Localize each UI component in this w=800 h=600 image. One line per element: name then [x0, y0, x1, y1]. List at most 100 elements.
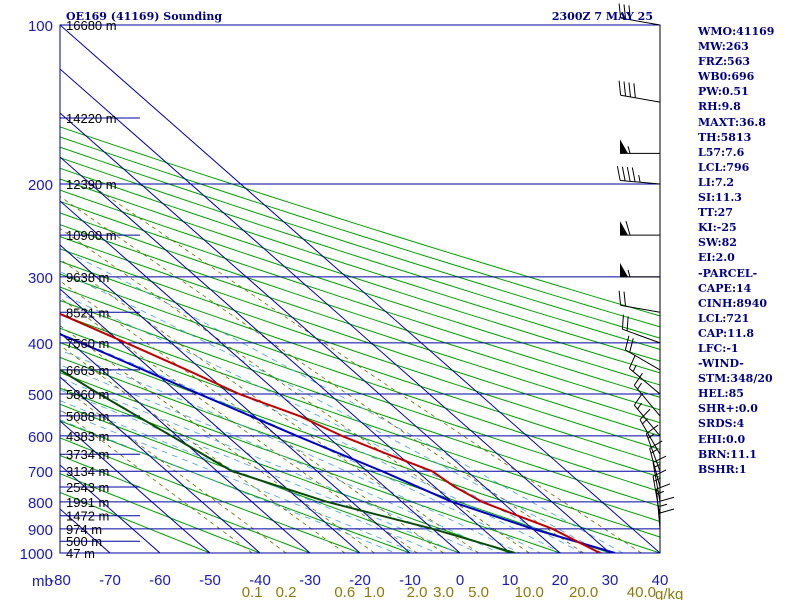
index-item: SHR+:0.0 [698, 402, 758, 416]
dry-adiabat-line [60, 356, 612, 553]
dry-adiabat-line [60, 136, 660, 328]
index-item: RH:9.8 [698, 100, 741, 114]
dry-adiabat-line [60, 126, 660, 317]
wind-barb [633, 372, 661, 417]
wind-barb [652, 469, 667, 516]
temperature-tick-label: 20 [552, 572, 569, 589]
mixing-ratio-tick-label: 0.6 [334, 584, 355, 600]
wind-barbs [616, 3, 675, 553]
height-label: 14220 m [66, 111, 117, 126]
mixing-ratio-tick-label: 40.0 [627, 584, 656, 600]
dry-adiabat-line [60, 420, 412, 553]
pressure-tick-label: 500 [28, 387, 53, 404]
temperature-tick-label: 30 [602, 572, 619, 589]
index-item: TH:5813 [698, 130, 752, 144]
chart-timestamp: 2300Z 7 MAY 25 [552, 10, 653, 23]
dry-adiabat-line [60, 342, 660, 553]
index-item: WB0:696 [698, 70, 755, 84]
mixing-ratio-line [60, 325, 375, 553]
dry-adiabat-line [60, 313, 660, 523]
dry-adiabat-line [60, 248, 660, 450]
isotherm-line [60, 244, 411, 553]
mixing-ratio-line [60, 344, 346, 553]
temperature-tick-label: 0 [456, 572, 464, 589]
temperature-labels: -80 -70 -60 -50 -40 -30 -20 -10 0 10 20 30 40 [49, 572, 668, 589]
index-item: CINH:8940 [698, 296, 768, 310]
index-item: LCL:721 [698, 311, 750, 325]
height-label: 5088 m [66, 409, 109, 424]
temperature-tick-label: -80 [49, 572, 71, 589]
isotherm-line [60, 420, 211, 553]
temperature-tick-label: 10 [502, 572, 519, 589]
temperature-line [60, 312, 601, 553]
height-label: 9638 m [66, 270, 109, 285]
index-item: EI:2.0 [698, 251, 735, 265]
dry-adiabat-line [60, 286, 660, 493]
dry-adiabat-line [60, 200, 660, 398]
wind-barb [628, 354, 661, 395]
pressure-tick-label: 700 [28, 464, 53, 481]
height-label: 16680 m [66, 18, 117, 33]
pressure-unit-label: mb [32, 573, 53, 590]
mixing-ratio-tick-label: 20.0 [569, 584, 598, 600]
height-label: 3134 m [66, 464, 109, 479]
temperature-tick-label: -30 [299, 572, 321, 589]
pressure-tick-label: 300 [28, 270, 53, 287]
pressure-tick-label: 200 [28, 177, 53, 194]
height-label: 4383 m [66, 429, 109, 444]
wind-barb [659, 496, 675, 542]
wind-barb [659, 508, 675, 553]
index-item: TT:27 [698, 206, 733, 220]
temperature-tick-label: -10 [399, 572, 421, 589]
index-item: SRDS:4 [698, 417, 745, 431]
dry-adiabat-line [60, 387, 512, 553]
chart-title: OE169 (41169) Sounding [66, 10, 222, 23]
index-item: HEL:85 [698, 387, 744, 401]
wind-barb [618, 80, 661, 103]
index-item: SW:82 [698, 236, 737, 250]
mixing-ratio-unit-label: g/kg [655, 586, 683, 600]
mixing-ratio-labels: 0.1 0.2 0.6 1.0 2.0 3.0 5.0 10.0 20.0 40.0 [242, 584, 656, 600]
index-item: MW:263 [698, 40, 749, 54]
index-item: KI:-25 [698, 221, 737, 235]
isotherm-line [60, 156, 511, 553]
index-item: BSHR:1 [698, 462, 747, 476]
height-label: 8521 m [66, 305, 109, 320]
dry-adiabat-line [60, 236, 660, 437]
height-label: 500 m [66, 534, 102, 549]
isotherm-line [60, 332, 311, 553]
height-label: 10900 m [66, 228, 117, 243]
mixing-ratio-tick-label: 1.0 [364, 584, 385, 600]
index-item: STM:348/20 [698, 372, 773, 386]
index-item: LCL:796 [698, 160, 750, 174]
temperature-tick-label: 40 [652, 572, 669, 589]
parcel-line [60, 333, 616, 553]
height-label: 1472 m [66, 509, 109, 524]
dry-adiabat-line [60, 403, 462, 553]
height-label: 7560 m [66, 336, 109, 351]
pressure-tick-label: 100 [28, 18, 53, 35]
indices-panel: WMO:41169 MW:263 FRZ:563 WB0:696 PW:0.51 RH:9… [698, 24, 774, 477]
dry-adiabat-line [60, 167, 660, 362]
dry-adiabat-line [60, 273, 660, 478]
wind-barb [621, 314, 661, 344]
mixing-ratio-tick-label: 5.0 [468, 584, 489, 600]
dry-adiabat-line [60, 437, 362, 553]
index-item: -WIND- [698, 357, 744, 371]
wind-barb [624, 335, 661, 371]
pressure-tick-label: 900 [28, 522, 53, 539]
height-label: 47 m [66, 546, 95, 561]
isotherm-line [60, 68, 611, 553]
mixing-ratio-line [60, 227, 530, 553]
index-item: EHI:0.0 [698, 432, 746, 446]
wind-barb [620, 220, 660, 236]
mixing-ratio-tick-label: 0.2 [276, 584, 297, 600]
temperature-tick-label: -50 [199, 572, 221, 589]
wind-barb [618, 290, 661, 313]
height-labels: 16680 m 14220 m 12390 m 10900 m 9638 m 8521 m… [66, 18, 117, 561]
mixing-ratio-line [60, 258, 479, 553]
dry-adiabat-line [60, 260, 660, 464]
mixing-ratio-tick-label: 10.0 [515, 584, 544, 600]
pressure-tick-label: 400 [28, 336, 53, 353]
